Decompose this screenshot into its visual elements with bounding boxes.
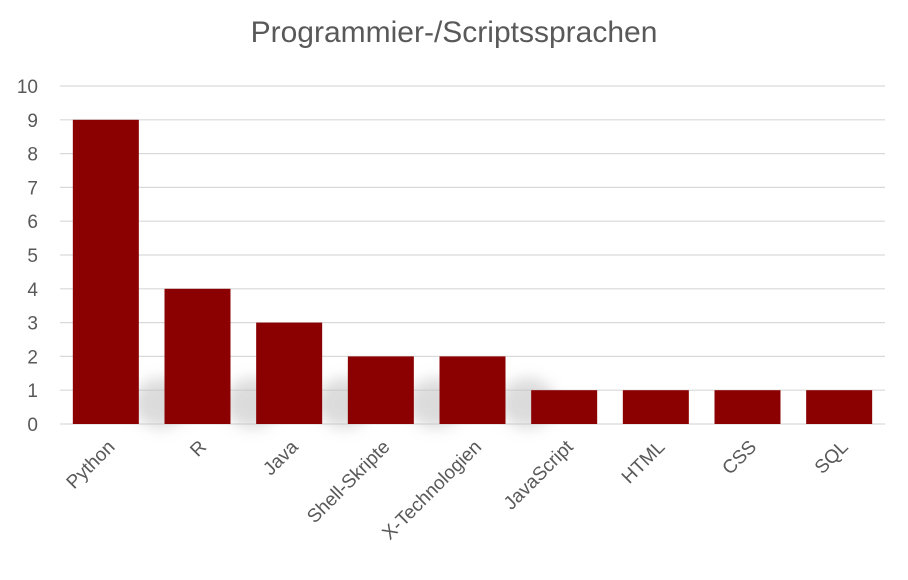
y-tick-label-10: 10 bbox=[17, 77, 38, 98]
x-category-label-shell-skripte: Shell-Skripte bbox=[303, 437, 394, 528]
bar-shell-skripte bbox=[347, 356, 414, 424]
bar-html bbox=[622, 390, 689, 424]
bar-javascript bbox=[531, 390, 598, 424]
bar-sql bbox=[806, 390, 873, 424]
y-tick-label-5: 5 bbox=[27, 246, 38, 267]
y-tick-label-4: 4 bbox=[27, 280, 38, 301]
y-tick-label-8: 8 bbox=[27, 145, 38, 166]
y-tick-label-1: 1 bbox=[27, 381, 38, 402]
y-tick-label-9: 9 bbox=[27, 111, 38, 132]
x-category-label-html: HTML bbox=[618, 437, 669, 488]
bar-python bbox=[72, 119, 139, 425]
bar-r bbox=[164, 288, 231, 424]
bars bbox=[72, 119, 873, 425]
x-category-label-java: Java bbox=[259, 436, 303, 480]
bar-css bbox=[714, 390, 781, 424]
bar-x-technologien bbox=[439, 356, 506, 424]
x-category-label-x-technologien: X-Technologien bbox=[379, 437, 486, 544]
chart-title: Programmier-/Scriptssprachen bbox=[250, 16, 658, 49]
x-category-label-r: R bbox=[186, 437, 211, 462]
x-category-label-css: CSS bbox=[719, 437, 761, 479]
y-tick-label-3: 3 bbox=[27, 314, 38, 335]
x-category-label-python: Python bbox=[63, 437, 120, 494]
y-tick-label-6: 6 bbox=[27, 212, 38, 233]
y-tick-label-2: 2 bbox=[27, 347, 38, 368]
y-tick-label-0: 0 bbox=[27, 415, 38, 436]
y-axis-tick-labels: 0 1 2 3 4 5 6 7 8 9 10 bbox=[17, 77, 39, 436]
y-tick-label-7: 7 bbox=[27, 178, 38, 199]
bar-java bbox=[256, 322, 323, 424]
x-category-label-sql: SQL bbox=[811, 437, 853, 479]
x-category-label-javascript: JavaScript bbox=[500, 436, 578, 514]
